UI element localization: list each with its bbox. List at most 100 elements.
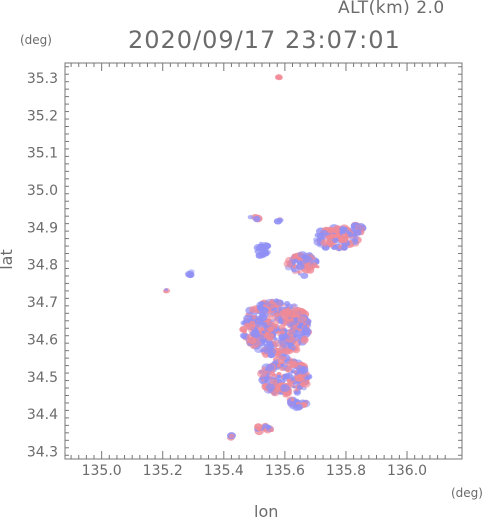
x-tick-label: 135.6 <box>265 463 305 479</box>
echo-pixel <box>328 243 334 248</box>
echo-pixel <box>273 337 278 341</box>
echo-cluster <box>313 224 362 252</box>
echo-pixel <box>301 402 308 408</box>
echo-cluster <box>273 217 284 225</box>
echo-pixel <box>311 262 318 268</box>
y-tick-label: 34.5 <box>27 370 58 386</box>
echo-pixel <box>249 306 258 313</box>
echo-pixel <box>164 288 169 292</box>
echo-pixel <box>284 373 293 380</box>
axis-ticks: 135.0 135.2 135.4 135.6 135.8 136.0 35.3 35.2 35… <box>27 63 462 479</box>
echo-pixel <box>269 428 274 433</box>
echo-cluster <box>283 251 320 279</box>
altitude-label: ALT(km) 2.0 <box>338 0 445 18</box>
echo-pixel <box>291 267 297 273</box>
echo-pixel <box>283 260 293 268</box>
echo-cluster <box>254 422 275 436</box>
echo-pixel <box>253 244 263 252</box>
x-tick-label: 135.2 <box>143 463 183 479</box>
echo-pixel <box>305 375 310 379</box>
echo-pixel <box>273 383 283 392</box>
x-tick-label: 135.4 <box>204 463 244 479</box>
echo-pixel <box>353 229 362 236</box>
echo-pixel <box>265 346 274 353</box>
echo-pixel <box>263 242 272 249</box>
echo-pixel <box>339 235 348 243</box>
echo-pixel <box>270 321 275 326</box>
echo-pixel <box>326 226 335 234</box>
echo-pixel <box>320 239 330 247</box>
y-tick-label: 35.2 <box>27 108 58 124</box>
echo-pixel <box>280 361 284 365</box>
echo-pixel <box>283 349 291 355</box>
echo-pixel <box>303 322 307 326</box>
echo-pixel <box>243 331 247 334</box>
y-tick-label: 34.3 <box>27 445 58 461</box>
y-tick-label: 34.7 <box>27 295 58 311</box>
echo-pixel <box>255 252 264 259</box>
echo-pixel <box>286 304 290 307</box>
echo-pixel <box>295 262 305 271</box>
echo-pixel <box>288 360 299 369</box>
echo-pixel <box>294 338 298 342</box>
echo-cluster <box>286 396 311 411</box>
echo-pixel <box>279 330 285 335</box>
echo-cluster <box>257 354 313 398</box>
echo-pixel <box>277 339 283 344</box>
echo-pixel <box>300 381 308 388</box>
echo-pixel <box>270 319 275 323</box>
echo-pixel <box>287 306 291 309</box>
y-unit-label: (deg) <box>20 33 52 47</box>
echo-pixel <box>249 320 255 325</box>
echo-pixel <box>290 398 295 402</box>
echo-pixel <box>255 315 262 321</box>
echo-pixel <box>300 337 309 344</box>
echo-pixel <box>315 259 320 263</box>
echo-cluster <box>239 298 313 359</box>
echo-cluster <box>247 214 263 223</box>
echo-pixel <box>319 229 329 237</box>
echo-pixel <box>282 308 292 316</box>
echo-pixel <box>265 364 275 372</box>
echo-pixel <box>254 423 263 431</box>
echo-pixel <box>332 237 339 243</box>
echo-pixel <box>348 239 353 243</box>
echo-pixel <box>262 304 267 308</box>
echo-pixel <box>250 330 261 339</box>
echo-pixel <box>276 374 282 379</box>
echo-pixel <box>270 304 275 309</box>
echo-pixel <box>296 403 304 410</box>
echo-pixel <box>274 74 283 81</box>
y-tick-label: 35.0 <box>27 183 58 199</box>
echo-pixel <box>314 233 320 238</box>
plot-frame <box>64 62 463 460</box>
echo-pixel <box>261 379 265 382</box>
echo-pixel <box>273 312 280 318</box>
x-tick-label: 136.0 <box>387 463 427 479</box>
echo-pixel <box>287 344 292 348</box>
echo-pixel <box>269 371 276 376</box>
echo-pixel <box>355 224 364 231</box>
y-tick-label: 34.4 <box>27 407 58 423</box>
echo-cluster <box>163 288 171 294</box>
echo-pixel <box>340 245 348 251</box>
echo-pixel <box>300 272 309 279</box>
echo-pixel <box>297 270 301 274</box>
y-tick-label: 35.3 <box>27 71 58 87</box>
echo-pixel <box>294 390 299 395</box>
echo-pixel <box>260 349 264 352</box>
echo-cluster <box>227 432 236 441</box>
echo-pixel <box>264 331 268 335</box>
echo-pixel <box>265 383 276 391</box>
echo-cluster <box>253 241 272 259</box>
echo-pixel <box>326 234 333 240</box>
x-axis-label: lon <box>254 502 279 521</box>
echo-pixel <box>261 337 268 342</box>
echo-pixel <box>244 322 250 328</box>
y-tick-label: 34.9 <box>27 220 58 236</box>
echo-pixel <box>277 217 284 223</box>
echo-pixel <box>280 384 290 392</box>
echo-layer <box>163 74 367 441</box>
echo-pixel <box>278 350 284 355</box>
